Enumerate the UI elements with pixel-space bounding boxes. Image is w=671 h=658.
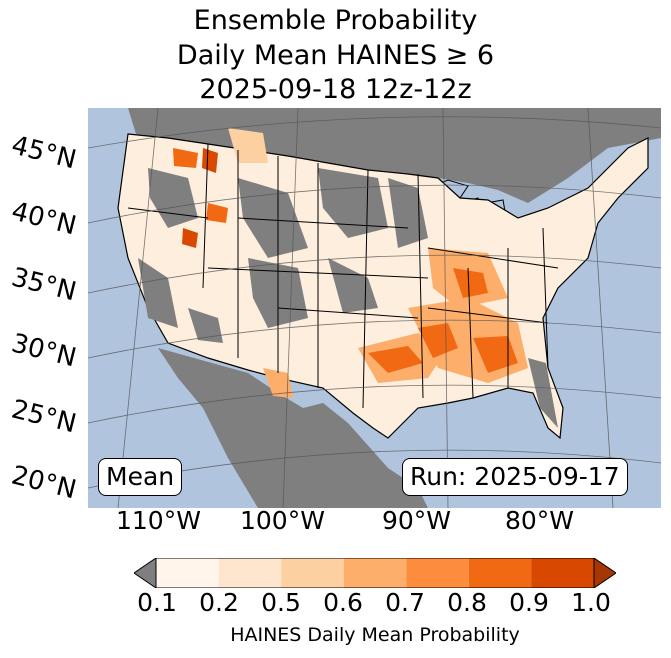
colorbar-segment xyxy=(156,558,219,588)
colorbar xyxy=(134,558,616,588)
lon-label-80: 80°W xyxy=(505,506,575,535)
colorbar-frame xyxy=(155,558,595,588)
colorbar-tick-6: 0.9 xyxy=(509,588,549,617)
canada-land xyxy=(128,108,661,203)
colorbar-tick-7: 1.0 xyxy=(571,588,611,617)
lon-label-90: 90°W xyxy=(382,506,452,535)
graticule xyxy=(88,108,661,508)
lon-label-110: 110°W xyxy=(116,506,201,535)
colorbar-segment xyxy=(406,558,469,588)
state-borders xyxy=(127,143,559,409)
colorbar-over-arrow xyxy=(593,558,616,588)
lat-label-20: 20°N xyxy=(8,460,80,506)
colorbar-segment xyxy=(343,558,407,588)
no-data-patches xyxy=(138,168,558,428)
lat-label-40: 40°N xyxy=(8,196,80,242)
lon-label-100: 100°W xyxy=(240,506,325,535)
colorbar-tick-2: 0.5 xyxy=(261,588,301,617)
colorbar-under-arrow xyxy=(134,558,157,588)
lat-label-25: 25°N xyxy=(8,394,80,440)
probability-map xyxy=(88,108,661,508)
colorbar-tick-1: 0.2 xyxy=(199,588,239,617)
lat-label-35: 35°N xyxy=(8,262,80,308)
title-line-3: 2025-09-18 12z-12z xyxy=(199,74,472,105)
title-line-2: Daily Mean HAINES ≥ 6 xyxy=(176,40,495,71)
stat-badge: Mean xyxy=(98,458,183,496)
colorbar-segment xyxy=(218,558,282,588)
mexico-land xyxy=(158,348,428,508)
colorbar-tick-4: 0.7 xyxy=(385,588,425,617)
colorbar-label: HAINES Daily Mean Probability xyxy=(230,624,520,646)
colorbar-tick-5: 0.8 xyxy=(447,588,487,617)
colorbar-segment xyxy=(531,558,594,588)
colorbar-tick-0: 0.1 xyxy=(137,588,177,617)
colorbar-segment xyxy=(281,558,344,588)
title-line-1: Ensemble Probability xyxy=(193,5,478,36)
lat-label-30: 30°N xyxy=(8,328,80,374)
lat-label-45: 45°N xyxy=(8,130,80,176)
run-badge: Run: 2025-09-17 xyxy=(402,458,628,496)
high-probability-areas xyxy=(173,128,528,398)
colorbar-tick-3: 0.6 xyxy=(323,588,363,617)
colorbar-segment xyxy=(468,558,532,588)
